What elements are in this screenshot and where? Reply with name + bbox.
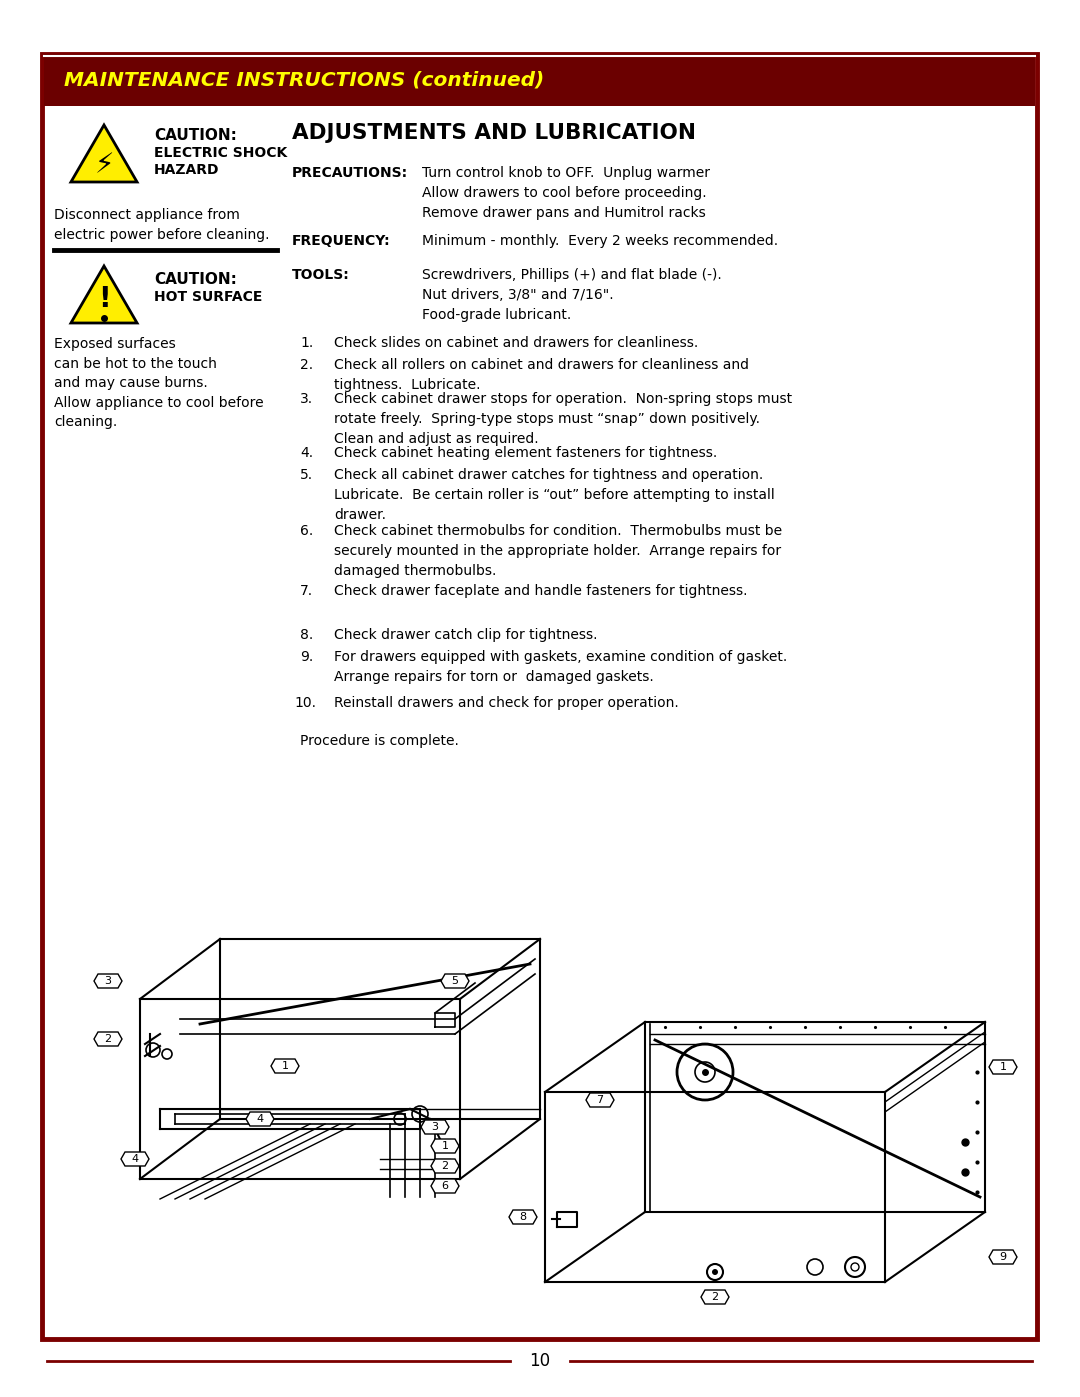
Polygon shape xyxy=(71,124,137,182)
Text: ADJUSTMENTS AND LUBRICATION: ADJUSTMENTS AND LUBRICATION xyxy=(292,123,696,142)
Text: MAINTENANCE INSTRUCTIONS (continued): MAINTENANCE INSTRUCTIONS (continued) xyxy=(64,70,544,89)
Text: 8.: 8. xyxy=(300,629,313,643)
Text: Disconnect appliance from
electric power before cleaning.: Disconnect appliance from electric power… xyxy=(54,208,270,242)
Text: 10.: 10. xyxy=(294,696,316,710)
Text: Minimum - monthly.  Every 2 weeks recommended.: Minimum - monthly. Every 2 weeks recomme… xyxy=(422,235,778,249)
Text: 5.: 5. xyxy=(300,468,313,482)
Text: Check slides on cabinet and drawers for cleanliness.: Check slides on cabinet and drawers for … xyxy=(334,337,699,351)
Polygon shape xyxy=(271,1059,299,1073)
Text: 10: 10 xyxy=(529,1352,551,1370)
Circle shape xyxy=(712,1268,718,1275)
Text: HOT SURFACE: HOT SURFACE xyxy=(154,291,262,305)
Text: 1: 1 xyxy=(442,1141,448,1151)
Text: ⚡: ⚡ xyxy=(94,151,113,179)
Polygon shape xyxy=(421,1120,449,1134)
Text: ELECTRIC SHOCK
HAZARD: ELECTRIC SHOCK HAZARD xyxy=(154,147,287,177)
Polygon shape xyxy=(431,1139,459,1153)
Polygon shape xyxy=(586,1092,615,1106)
Text: 5: 5 xyxy=(451,977,459,986)
Text: Check drawer catch clip for tightness.: Check drawer catch clip for tightness. xyxy=(334,629,597,643)
Text: 4: 4 xyxy=(132,1154,138,1164)
Text: Check all cabinet drawer catches for tightness and operation.
Lubricate.  Be cer: Check all cabinet drawer catches for tig… xyxy=(334,468,774,522)
FancyBboxPatch shape xyxy=(44,54,1035,106)
Polygon shape xyxy=(94,974,122,988)
Text: 6: 6 xyxy=(442,1180,448,1192)
Text: FREQUENCY:: FREQUENCY: xyxy=(292,235,391,249)
Text: 9: 9 xyxy=(999,1252,1007,1261)
Text: 9.: 9. xyxy=(300,650,313,664)
Text: 1: 1 xyxy=(999,1062,1007,1071)
Text: Check cabinet thermobulbs for condition.  Thermobulbs must be
securely mounted i: Check cabinet thermobulbs for condition.… xyxy=(334,524,782,578)
Text: 3.: 3. xyxy=(300,393,313,407)
Polygon shape xyxy=(94,1032,122,1046)
Text: 2: 2 xyxy=(105,1034,111,1044)
Text: Check all rollers on cabinet and drawers for cleanliness and
tightness.  Lubrica: Check all rollers on cabinet and drawers… xyxy=(334,358,750,393)
Text: 2.: 2. xyxy=(300,358,313,372)
Polygon shape xyxy=(71,265,137,323)
Text: Exposed surfaces
can be hot to the touch
and may cause burns.
Allow appliance to: Exposed surfaces can be hot to the touch… xyxy=(54,337,264,429)
Polygon shape xyxy=(246,1112,274,1126)
Text: 8: 8 xyxy=(519,1213,527,1222)
Text: Turn control knob to OFF.  Unplug warmer
Allow drawers to cool before proceeding: Turn control knob to OFF. Unplug warmer … xyxy=(422,166,710,221)
Polygon shape xyxy=(431,1179,459,1193)
Polygon shape xyxy=(701,1289,729,1303)
Polygon shape xyxy=(431,1160,459,1173)
Polygon shape xyxy=(989,1060,1017,1074)
Text: 7.: 7. xyxy=(300,584,313,598)
Text: 1.: 1. xyxy=(300,337,313,351)
Text: CAUTION:: CAUTION: xyxy=(154,129,237,142)
Polygon shape xyxy=(989,1250,1017,1264)
Text: TOOLS:: TOOLS: xyxy=(292,268,350,282)
Text: 1: 1 xyxy=(282,1060,288,1071)
FancyBboxPatch shape xyxy=(42,54,1037,1338)
Text: !: ! xyxy=(97,285,110,313)
Text: 4: 4 xyxy=(256,1113,264,1125)
Text: 3: 3 xyxy=(105,977,111,986)
Text: 2: 2 xyxy=(712,1292,718,1302)
Text: 2: 2 xyxy=(442,1161,448,1171)
Text: 3: 3 xyxy=(432,1122,438,1132)
Text: Screwdrivers, Phillips (+) and flat blade (-).
Nut drivers, 3/8" and 7/16".
Food: Screwdrivers, Phillips (+) and flat blad… xyxy=(422,268,721,323)
Polygon shape xyxy=(509,1210,537,1224)
Text: Check cabinet drawer stops for operation.  Non-spring stops must
rotate freely. : Check cabinet drawer stops for operation… xyxy=(334,393,792,446)
Text: Procedure is complete.: Procedure is complete. xyxy=(300,733,459,747)
Text: 6.: 6. xyxy=(300,524,313,538)
Polygon shape xyxy=(121,1153,149,1166)
Text: PRECAUTIONS:: PRECAUTIONS: xyxy=(292,166,408,180)
Text: 4.: 4. xyxy=(300,446,313,460)
Text: CAUTION:: CAUTION: xyxy=(154,272,237,286)
Text: Check cabinet heating element fasteners for tightness.: Check cabinet heating element fasteners … xyxy=(334,446,717,460)
Text: Check drawer faceplate and handle fasteners for tightness.: Check drawer faceplate and handle fasten… xyxy=(334,584,747,598)
Text: For drawers equipped with gaskets, examine condition of gasket.
Arrange repairs : For drawers equipped with gaskets, exami… xyxy=(334,650,787,685)
Text: Reinstall drawers and check for proper operation.: Reinstall drawers and check for proper o… xyxy=(334,696,678,710)
Text: 7: 7 xyxy=(596,1095,604,1105)
Polygon shape xyxy=(441,974,469,988)
